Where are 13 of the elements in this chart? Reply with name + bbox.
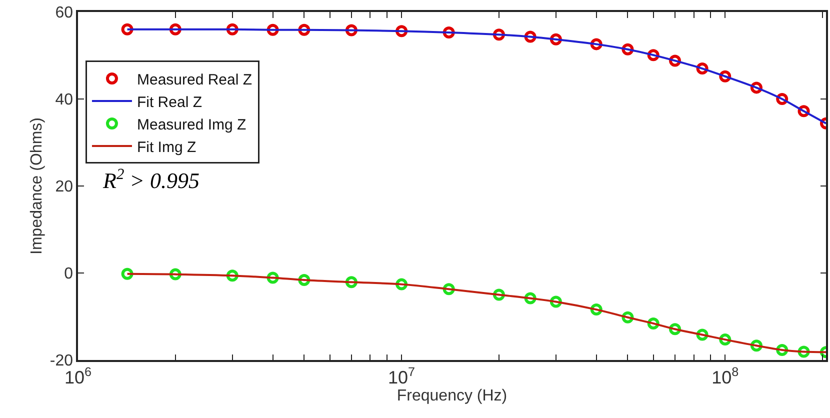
y-tick-label: 40 [55, 92, 74, 109]
x-tick-label: 10$^{7}$ [388, 364, 416, 388]
x-axis-title: Frequency (Hz) [396, 387, 508, 404]
legend-label: Measured Img Z [136, 116, 246, 134]
legend-label: Fit Real Z [136, 94, 202, 111]
annotation: R$^{2}$ > 0.995 [102, 166, 200, 194]
legend-label: Measured Real Z [136, 71, 252, 88]
x-tick-label: 10$^{8}$ [712, 364, 739, 388]
y-tick-label: 0 [64, 266, 74, 283]
y-axis-title: Impedance (Ohms) [28, 118, 46, 254]
y-tick-label: 60 [55, 4, 74, 22]
legend-label: Fit Img Z [136, 138, 196, 156]
y-tick-label: 20 [55, 178, 74, 196]
